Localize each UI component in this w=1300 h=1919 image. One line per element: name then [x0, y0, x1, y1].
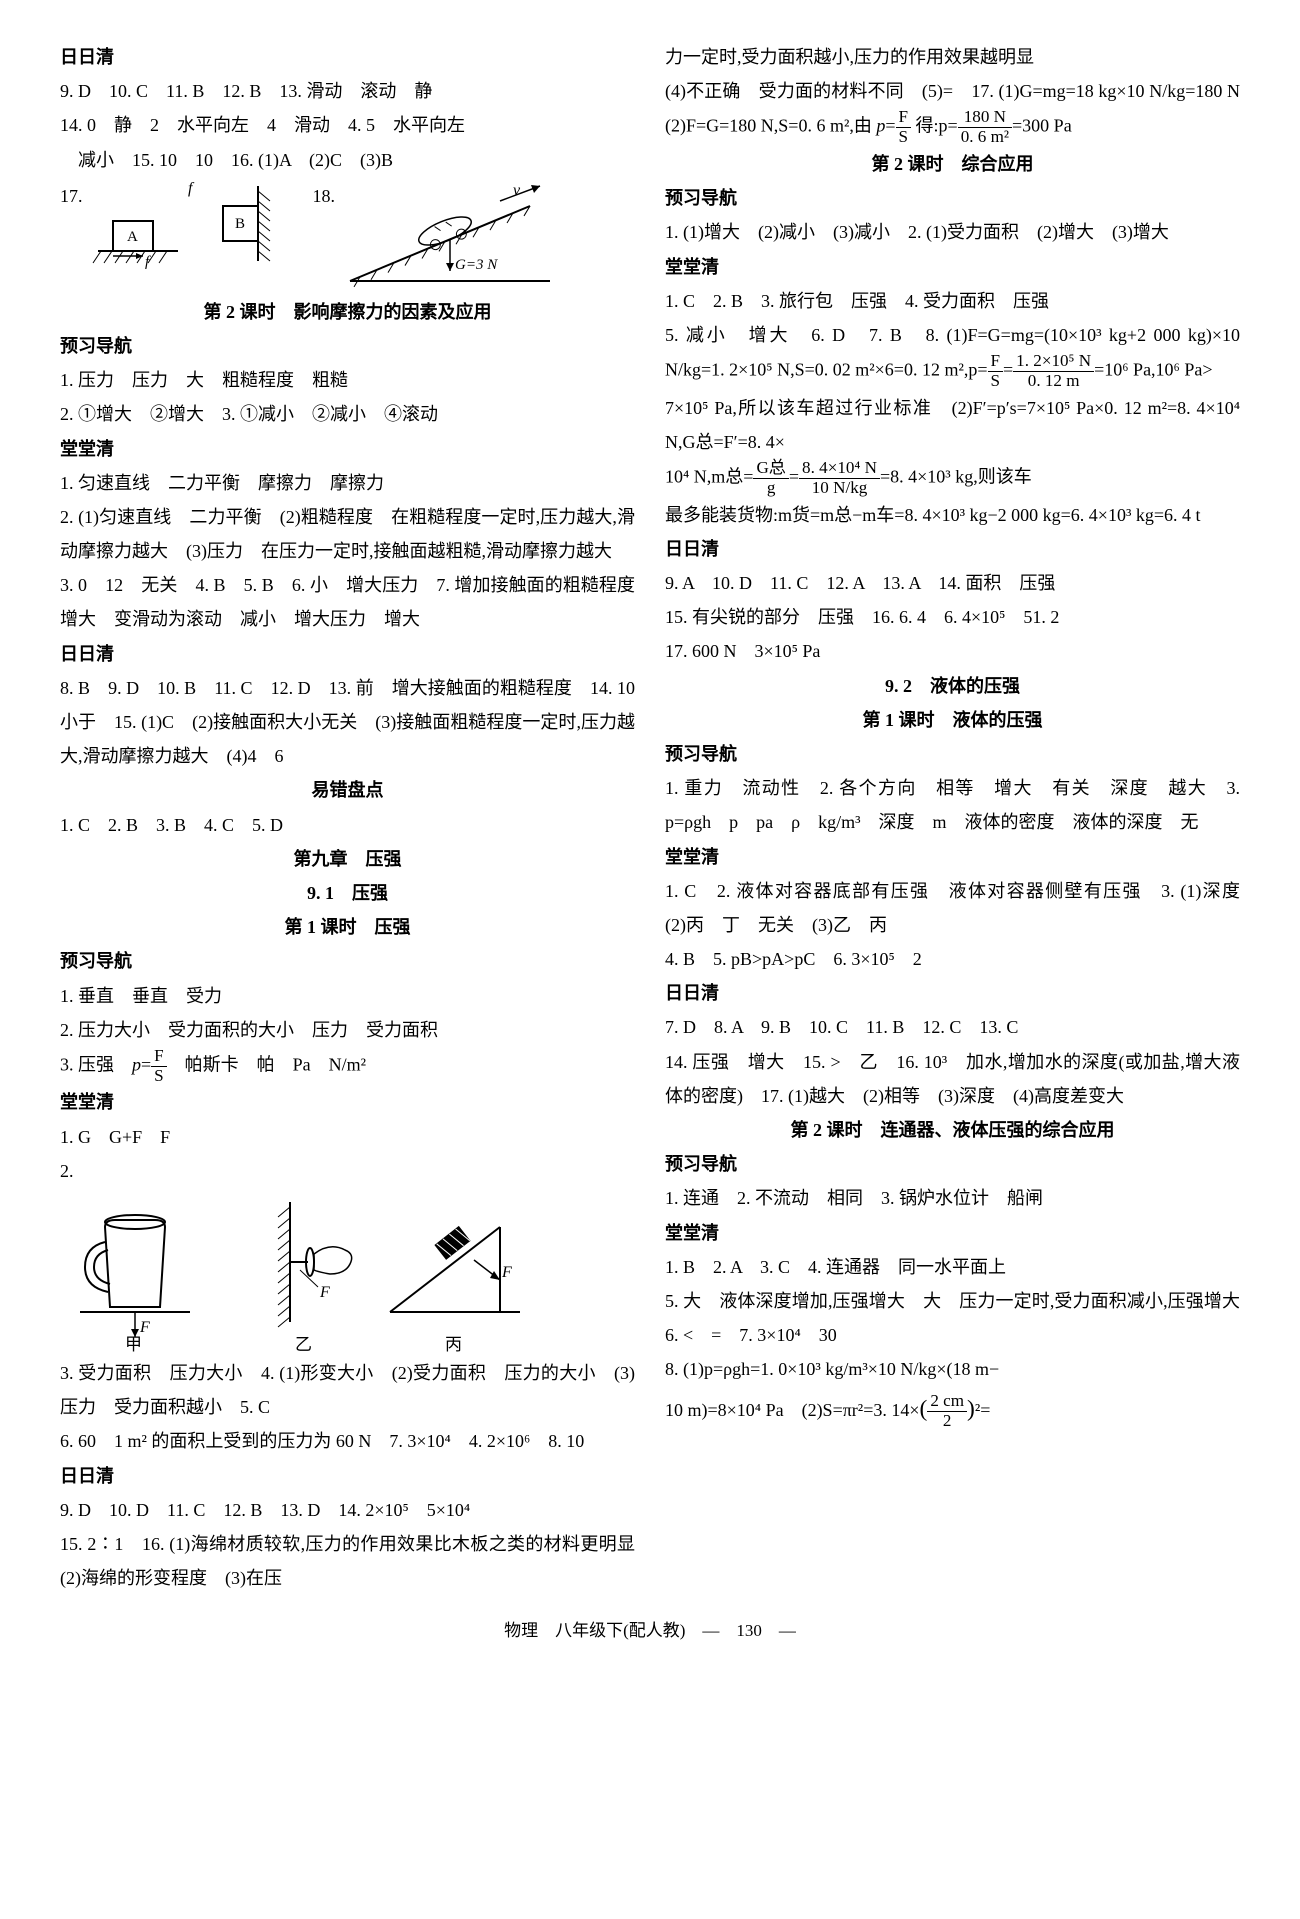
text-line: 3. 0 12 无关 4. B 5. B 6. 小 增大压力 7. 增加接触面的… [60, 568, 635, 636]
text-line: 堂堂清 [665, 1216, 1240, 1250]
text-line: 4. B 5. pB>pA>pC 6. 3×10⁵ 2 [665, 942, 1240, 976]
left-column: 日日清9. D 10. C 11. B 12. B 13. 滑动 滚动 静14.… [60, 40, 635, 1595]
text-line: 14. 0 静 2 水平向左 4 滑动 4. 5 水平向左 [60, 108, 635, 142]
figure-18: v G=3 N [335, 181, 565, 291]
svg-text:G=3 N: G=3 N [455, 257, 498, 273]
text-line: 14. 压强 增大 15. > 乙 16. 10³ 加水,增加水的深度(或加盐,… [665, 1045, 1240, 1113]
text-line: 9. A 10. D 11. C 12. A 13. A 14. 面积 压强 [665, 566, 1240, 600]
text-line: 9. 1 压强 [60, 876, 635, 910]
text-line: 3. 压强 p=FS 帕斯卡 帕 Pa N/m² [60, 1047, 635, 1086]
text-line: 5. 减小 增大 6. D 7. B 8. (1)F=G=mg=(10×10³ … [665, 318, 1240, 391]
text-line: 1. 匀速直线 二力平衡 摩擦力 摩擦力 [60, 466, 635, 500]
svg-text:A: A [127, 229, 138, 245]
text-line: 日日清 [665, 532, 1240, 566]
text-line: 1. 重力 流动性 2. 各个方向 相等 增大 有关 深度 越大 3. p=ρg… [665, 771, 1240, 839]
svg-text:甲: 甲 [125, 1335, 142, 1352]
text-line: 预习导航 [665, 737, 1240, 771]
text-line: 8. B 9. D 10. B 11. C 12. D 13. 前 增大接触面的… [60, 671, 635, 774]
text-line: 10⁴ N,m总=G总g=8. 4×10⁴ N10 N/kg=8. 4×10³ … [665, 459, 1240, 498]
text-line: 7. D 8. A 9. B 10. C 11. B 12. C 13. C [665, 1010, 1240, 1044]
text-line: 预习导航 [60, 944, 635, 978]
text-line: 1. B 2. A 3. C 4. 连通器 同一水平面上 [665, 1250, 1240, 1284]
text-line: 2. ①增大 ②增大 3. ①减小 ②减小 ④滚动 [60, 397, 635, 431]
text-line: 17. 600 N 3×10⁵ Pa [665, 634, 1240, 668]
text-line: 2. (1)匀速直线 二力平衡 (2)粗糙程度 在粗糙程度一定时,压力越大,滑动… [60, 500, 635, 568]
text-line: 日日清 [60, 40, 635, 74]
svg-text:F: F [501, 1264, 512, 1281]
text-line: 1. (1)增大 (2)减小 (3)减小 2. (1)受力面积 (2)增大 (3… [665, 215, 1240, 249]
text-line: 第九章 压强 [60, 842, 635, 876]
text-line: 2. 压力大小 受力面积的大小 压力 受力面积 [60, 1013, 635, 1047]
text-line: 6. 60 1 m² 的面积上受到的压力为 60 N 7. 3×10⁴ 4. 2… [60, 1424, 635, 1458]
text-line: 预习导航 [665, 1147, 1240, 1181]
text-line: 最多能装货物:m货=m总−m车=8. 4×10³ kg−2 000 kg=6. … [665, 498, 1240, 532]
figure-three-panel: F甲F乙F丙 [60, 1192, 540, 1352]
text-line: 易错盘点 [60, 773, 635, 807]
text-line: 1. C 2. B 3. 旅行包 压强 4. 受力面积 压强 [665, 284, 1240, 318]
svg-text:v: v [513, 182, 521, 199]
text-line: 预习导航 [60, 329, 635, 363]
text-line: 1. 垂直 垂直 受力 [60, 979, 635, 1013]
svg-text:F: F [139, 1319, 150, 1336]
text-line: 日日清 [60, 1459, 635, 1493]
page-footer: 物理 八年级下(配人教) — 130 — [60, 1615, 1240, 1647]
text-line: 第 2 课时 影响摩擦力的因素及应用 [60, 295, 635, 329]
text-line: 预习导航 [665, 181, 1240, 215]
svg-text:f: f [188, 181, 195, 197]
text-line: 堂堂清 [60, 1085, 635, 1119]
text-line: 1. C 2. B 3. B 4. C 5. D [60, 808, 635, 842]
svg-text:B: B [235, 216, 245, 232]
figure-17: fAfB [83, 181, 313, 281]
text-line: 5. 大 液体深度增加,压强增大 大 压力一定时,受力面积减小,压强增大 6. … [665, 1284, 1240, 1352]
svg-text:F: F [319, 1284, 330, 1301]
text-line: 9. D 10. D 11. C 12. B 13. D 14. 2×10⁵ 5… [60, 1493, 635, 1527]
text-line: 堂堂清 [665, 840, 1240, 874]
text-line: 堂堂清 [60, 432, 635, 466]
svg-text:丙: 丙 [445, 1335, 462, 1352]
text-line: 2. [60, 1154, 635, 1188]
text-line: 日日清 [665, 976, 1240, 1010]
text-line: 9. D 10. C 11. B 12. B 13. 滑动 滚动 静 [60, 74, 635, 108]
text-line: 1. 压力 压力 大 粗糙程度 粗糙 [60, 363, 635, 397]
text-line: 9. 2 液体的压强 [665, 669, 1240, 703]
svg-text:乙: 乙 [295, 1335, 312, 1352]
text-line: 第 2 课时 连通器、液体压强的综合应用 [665, 1113, 1240, 1147]
text-line: 日日清 [60, 637, 635, 671]
svg-text:f: f [145, 254, 151, 270]
text-line: 1. 连通 2. 不流动 相同 3. 锅炉水位计 船闸 [665, 1181, 1240, 1215]
text-line: 1. G G+F F [60, 1120, 635, 1154]
text-line: 15. 2∶1 16. (1)海绵材质较软,压力的作用效果比木板之类的材料更明显… [60, 1527, 635, 1595]
text-line: 减小 15. 10 10 16. (1)A (2)C (3)B [60, 143, 635, 177]
text-line: 力一定时,受力面积越小,压力的作用效果越明显 [665, 40, 1240, 74]
text-line: 15. 有尖锐的部分 压强 16. 6. 4 6. 4×10⁵ 51. 2 [665, 600, 1240, 634]
text-line: 1. C 2. 液体对容器底部有压强 液体对容器侧壁有压强 3. (1)深度 (… [665, 874, 1240, 942]
text-line: 第 2 课时 综合应用 [665, 147, 1240, 181]
right-column: 力一定时,受力面积越小,压力的作用效果越明显(4)不正确 受力面的材料不同 (5… [665, 40, 1240, 1595]
text-line: 8. (1)p=ρgh=1. 0×10³ kg/m³×10 N/kg×(18 m… [665, 1352, 1240, 1386]
text-line: 堂堂清 [665, 250, 1240, 284]
text-line: 第 1 课时 液体的压强 [665, 703, 1240, 737]
text-line: 7×10⁵ Pa,所以该车超过行业标准 (2)F′=p′s=7×10⁵ Pa×0… [665, 391, 1240, 459]
text-line: 3. 受力面积 压力大小 4. (1)形变大小 (2)受力面积 压力的大小 (3… [60, 1356, 635, 1424]
text-line: 第 1 课时 压强 [60, 910, 635, 944]
text-line: 10 m)=8×10⁴ Pa (2)S=πr²=3. 14×(2 cm2)²= [665, 1387, 1240, 1431]
text-line: (4)不正确 受力面的材料不同 (5)= 17. (1)G=mg=18 kg×1… [665, 74, 1240, 147]
